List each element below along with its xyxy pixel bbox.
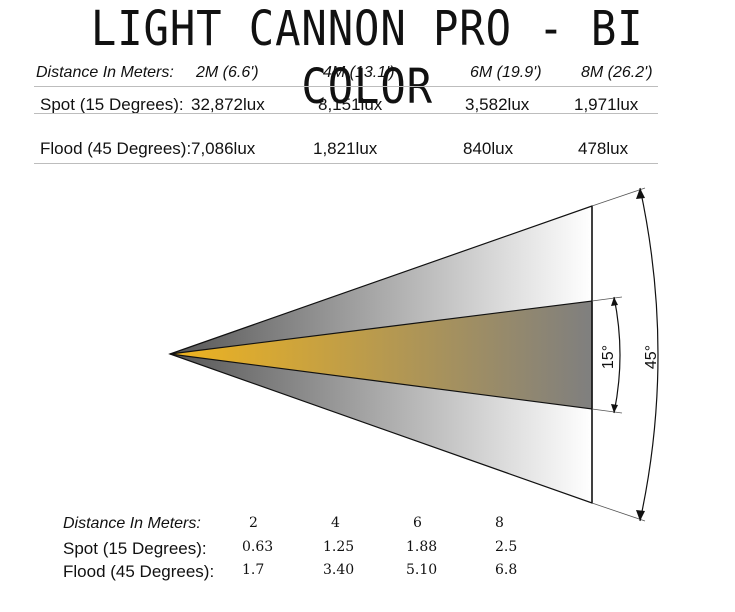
top-bottom-divider bbox=[34, 163, 658, 164]
bottom-distance-2: 2 bbox=[249, 515, 258, 531]
bottom-flood-8: 6.8 bbox=[495, 562, 518, 578]
top-distance-2m: 2M (6.6') bbox=[196, 64, 259, 81]
spot-angle-label: 15° bbox=[600, 345, 617, 369]
bottom-flood-6: 5.10 bbox=[406, 562, 438, 578]
bottom-spot-label: Spot (15 Degrees): bbox=[63, 539, 207, 558]
bottom-spot-8: 2.5 bbox=[495, 539, 518, 555]
top-distance-header: Distance In Meters: bbox=[36, 64, 174, 81]
bottom-distance-8: 8 bbox=[495, 515, 504, 531]
bottom-flood-2: 1.7 bbox=[242, 562, 265, 578]
bottom-spot-6: 1.88 bbox=[406, 539, 438, 555]
flood-extension-top bbox=[591, 187, 646, 207]
spot-extension-top bbox=[591, 296, 623, 302]
bottom-distance-4: 4 bbox=[331, 515, 340, 531]
top-flood-label: Flood (45 Degrees): bbox=[40, 139, 192, 158]
top-spot-4m: 8,151lux bbox=[318, 95, 383, 114]
bottom-distance-header: Distance In Meters: bbox=[63, 515, 201, 532]
top-distance-8m: 8M (26.2') bbox=[581, 64, 653, 81]
top-header-divider bbox=[34, 86, 658, 87]
page-title: LIGHT CANNON PRO - BI COLOR bbox=[90, 1, 644, 115]
bottom-flood-label: Flood (45 Degrees): bbox=[63, 562, 215, 581]
bottom-spot-2: 0.63 bbox=[242, 539, 274, 555]
top-distance-6m: 6M (19.9') bbox=[470, 64, 542, 81]
top-spot-8m: 1,971lux bbox=[574, 95, 639, 114]
top-flood-4m: 1,821lux bbox=[313, 139, 378, 158]
flood-arc-arrow-top bbox=[636, 188, 645, 199]
top-flood-8m: 478lux bbox=[578, 139, 629, 158]
top-flood-6m: 840lux bbox=[463, 139, 514, 158]
flood-arc-arrow-bottom bbox=[636, 510, 645, 521]
spot-extension-bottom bbox=[591, 408, 623, 414]
top-flood-2m: 7,086lux bbox=[191, 139, 256, 158]
bottom-flood-4: 3.40 bbox=[323, 562, 355, 578]
flood-angle-label: 45° bbox=[643, 345, 660, 369]
top-spot-2m: 32,872lux bbox=[191, 95, 265, 114]
bottom-distance-6: 6 bbox=[413, 515, 422, 531]
flood-extension-bottom bbox=[591, 502, 646, 522]
spot-arc-arrow-bottom bbox=[611, 404, 618, 413]
bottom-spot-4: 1.25 bbox=[323, 539, 355, 555]
top-row-divider bbox=[34, 113, 658, 114]
top-distance-4m: 4M (13.1') bbox=[323, 64, 395, 81]
top-spot-6m: 3,582lux bbox=[465, 95, 530, 114]
spot-angle-arc bbox=[613, 296, 621, 414]
spot-arc-arrow-top bbox=[611, 297, 618, 306]
top-spot-label: Spot (15 Degrees): bbox=[40, 95, 184, 114]
flood-angle-arc bbox=[639, 187, 659, 522]
